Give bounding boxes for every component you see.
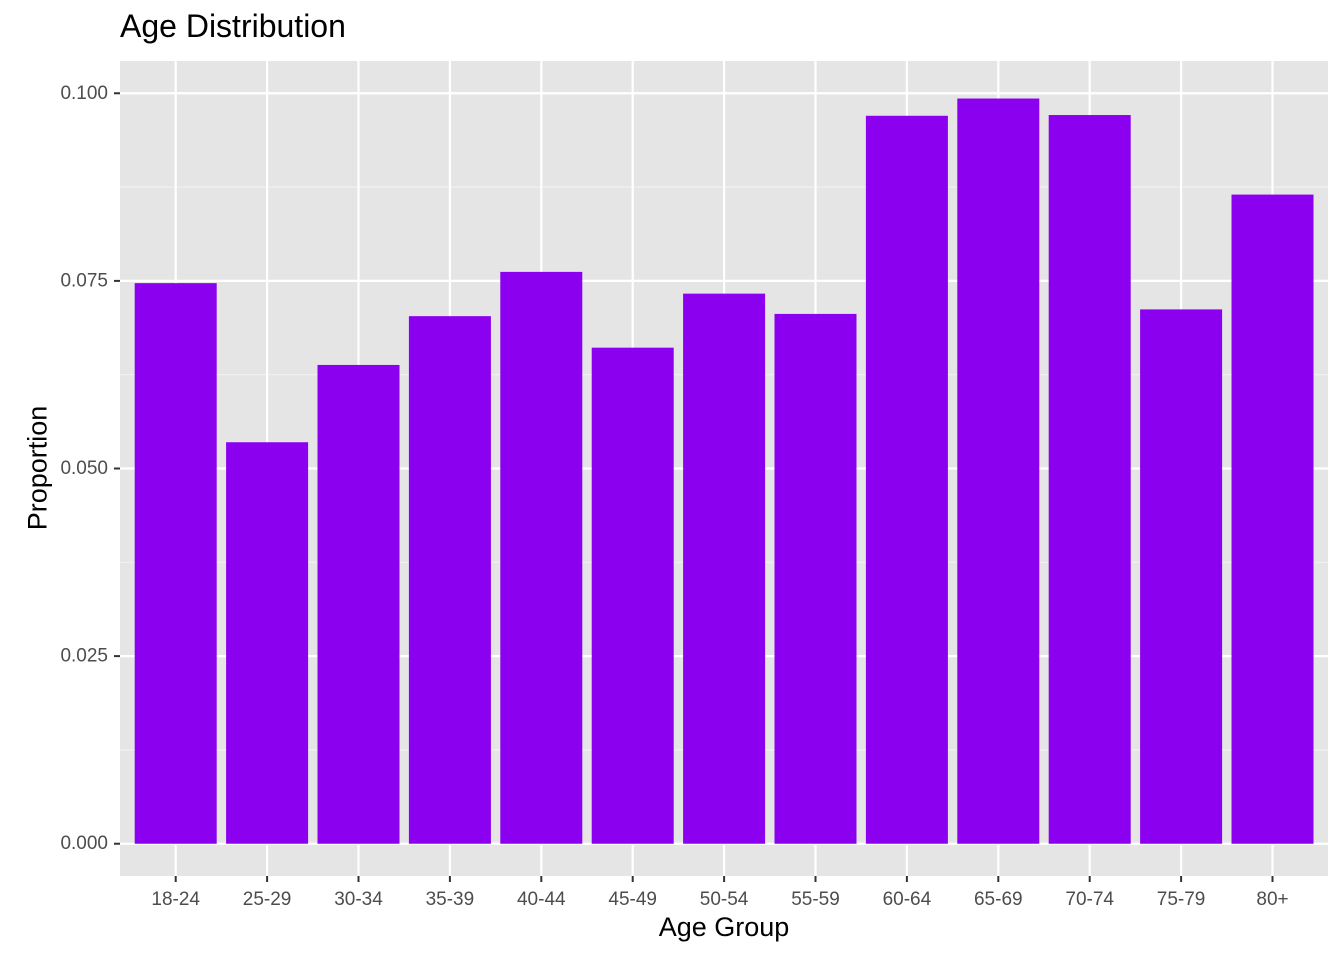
y-tick-label: 0.075 (60, 270, 108, 291)
x-tick-label: 60-64 (883, 889, 932, 910)
bar-75-79 (1140, 309, 1223, 844)
x-axis-title: Age Group (658, 912, 790, 942)
x-tick-label: 25-29 (243, 889, 292, 910)
y-tick-label: 0.050 (60, 458, 108, 479)
bar-25-29 (226, 442, 309, 844)
x-tick-label: 55-59 (791, 889, 840, 910)
x-tick-label: 70-74 (1065, 889, 1114, 910)
bar-18-24 (134, 283, 217, 844)
chart-title: Age Distribution (120, 8, 346, 44)
x-tick-label: 30-34 (334, 889, 383, 910)
y-tick-label: 0.000 (60, 833, 108, 854)
bar-50-54 (683, 293, 766, 844)
bar-60-64 (865, 115, 948, 844)
y-tick-label: 0.025 (60, 646, 108, 667)
x-tick-label: 75-79 (1157, 889, 1206, 910)
x-tick-label: 45-49 (608, 889, 657, 910)
bar-55-59 (774, 313, 857, 844)
bar-70-74 (1048, 115, 1131, 844)
y-tick-label: 0.100 (60, 83, 108, 104)
x-tick-label: 35-39 (426, 889, 475, 910)
x-tick-label: 65-69 (974, 889, 1023, 910)
bar-80+ (1231, 194, 1314, 844)
bar-40-44 (500, 271, 583, 844)
x-tick-label: 80+ (1256, 889, 1288, 910)
bar-45-49 (591, 347, 674, 844)
x-tick-label: 40-44 (517, 889, 566, 910)
x-tick-label: 18-24 (151, 889, 200, 910)
x-tick-label: 50-54 (700, 889, 749, 910)
bar-65-69 (957, 98, 1040, 844)
bar-30-34 (317, 364, 400, 844)
bar-35-39 (408, 316, 491, 844)
